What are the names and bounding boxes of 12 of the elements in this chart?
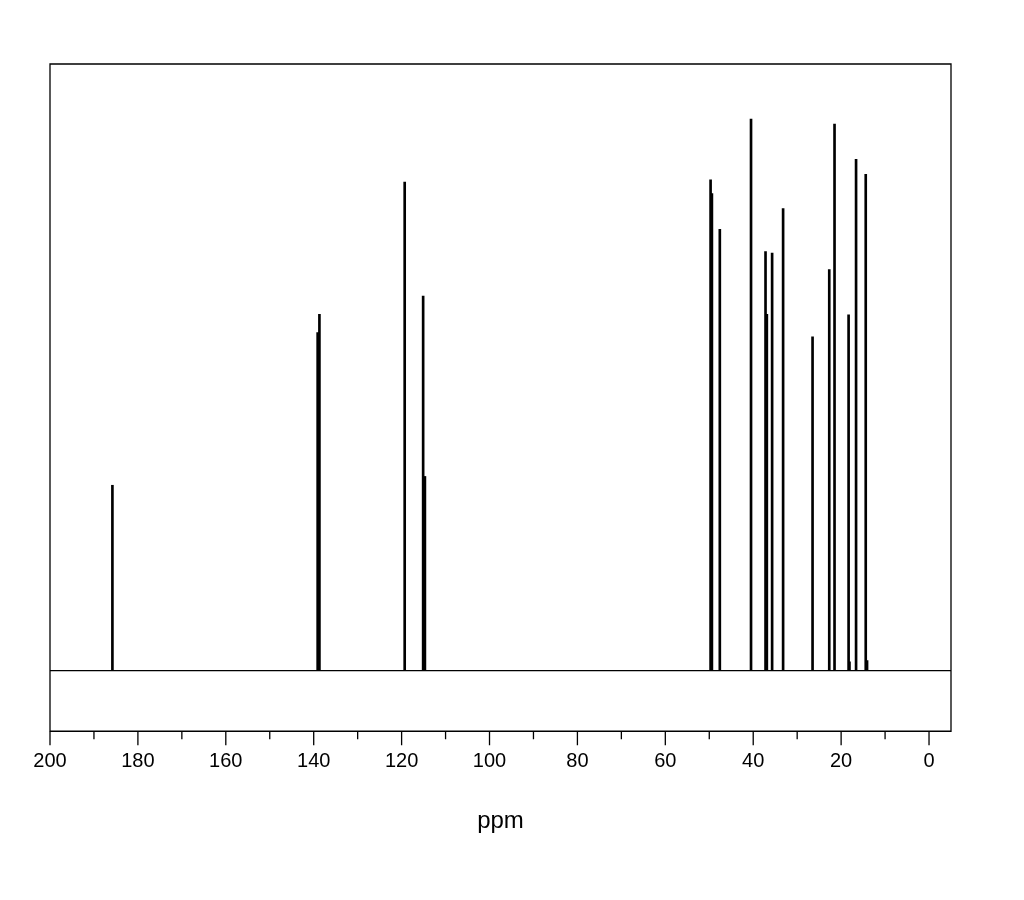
x-tick-label: 40 [742,748,765,771]
x-axis-title: ppm [477,806,524,834]
x-tick-label: 0 [923,748,935,771]
x-tick-label: 60 [654,748,677,771]
x-tick-label: 120 [384,748,419,771]
x-tick-label: 80 [566,748,589,771]
x-tick-label: 20 [830,748,853,771]
x-tick-label: 200 [33,748,67,771]
x-tick-label: 140 [297,748,331,771]
x-tick-label: 100 [472,748,507,771]
x-tick-label: 180 [121,748,155,771]
x-tick-label: 160 [209,748,243,771]
